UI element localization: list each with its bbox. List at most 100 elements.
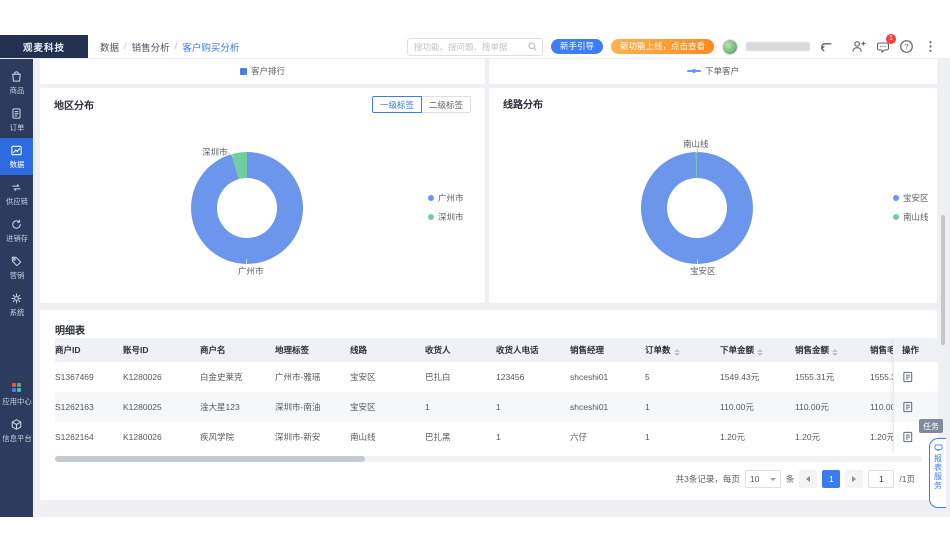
pagination: 共3条记录，每页 10 条 1 1 /1页 (676, 470, 915, 488)
page-total-suffix: /1页 (899, 474, 915, 484)
donut-callout-baoan: 宝安区 (690, 266, 716, 276)
search-input[interactable] (411, 40, 527, 53)
sidebar-item-inventory[interactable]: 进销存 (0, 212, 33, 249)
messages-icon[interactable]: 1 (875, 34, 896, 54)
route-distribution-card: 线路分布 南山线 宝安区 宝安区 南山线 (489, 88, 937, 303)
route-legend: 宝安区 南山线 (893, 192, 929, 223)
sidebar-item-label: 数据 (9, 159, 24, 169)
chevron-right-icon (852, 476, 857, 482)
horizontal-scrollbar-thumb[interactable] (55, 456, 365, 462)
table-row: S1367469 K1280026 白金史莱克 广州市-雅瑶 宝安区 巴扎白 123456 s… (55, 372, 893, 382)
region-distribution-card: 地区分布 一级标签 二级标签 深圳市 广州市 广州市 深圳市 (40, 88, 485, 303)
detail-table: 商户ID 账号ID 商户名 地理标签 线路 收货人 收货人电话 销售经理 订单数… (55, 338, 893, 452)
switch-account-icon[interactable] (818, 39, 833, 54)
legend-ordering-customers[interactable]: 下单客户 (686, 65, 739, 77)
view-detail-button[interactable] (894, 362, 938, 392)
sidebar-item-app-center[interactable]: 应用中心 (0, 375, 33, 412)
sort-icon[interactable] (757, 349, 764, 356)
exchange-arrows-icon (12, 183, 21, 191)
sidebar-item-label: 进销存 (5, 233, 28, 243)
horizontal-scrollbar-track[interactable] (55, 456, 922, 462)
legend-dot-icon (893, 214, 899, 220)
card-title: 线路分布 (503, 100, 543, 111)
app-grid-icon (12, 382, 21, 392)
page-size-unit: 条 (785, 474, 795, 484)
legend-dot-icon (893, 195, 899, 201)
leader-line (697, 147, 698, 153)
table-header-row: 商户ID 账号ID 商户名 地理标签 线路 收货人 收货人电话 销售经理 订单数… (55, 338, 893, 362)
add-user-icon[interactable] (851, 39, 866, 54)
col-order-count[interactable]: 订单数 (645, 338, 720, 362)
sidebar-item-marketing[interactable]: 营销 (0, 249, 33, 286)
breadcrumb-separator: / (124, 41, 127, 52)
sidebar-item-label: 营销 (9, 270, 24, 280)
vertical-scrollbar-thumb[interactable] (941, 215, 945, 345)
header-icons: 1 ? (851, 34, 938, 54)
order-doc-icon (12, 107, 21, 119)
prev-page-button[interactable] (799, 470, 818, 488)
col-merchant-id: 商户ID (55, 338, 123, 362)
view-detail-button[interactable] (894, 392, 938, 422)
service-floating-tab[interactable]: 报表服务 (929, 438, 946, 508)
sidebar: 商品 订单 数据 供应链 进销存 营销 系统 应用中心 (0, 58, 33, 517)
service-tab-label: 报表服务 (933, 454, 943, 490)
legend-line-icon (686, 69, 701, 73)
avatar[interactable] (722, 38, 738, 55)
sidebar-item-orders[interactable]: 订单 (0, 101, 33, 138)
price-tag-icon (11, 256, 22, 266)
col-merchant-name: 商户名 (200, 338, 275, 362)
breadcrumb-item[interactable]: 销售分析 (131, 42, 170, 54)
detail-table-card: 明细表 商户ID 账号ID 商户名 地理标签 线路 收货人 收货人电话 (40, 310, 938, 500)
region-donut-chart[interactable] (191, 152, 303, 264)
task-floating-tab[interactable]: 任务 (919, 419, 943, 433)
table-scroll-area[interactable]: 商户ID 账号ID 商户名 地理标签 线路 收货人 收货人电话 销售经理 订单数… (55, 338, 893, 452)
sidebar-item-supply-chain[interactable]: 供应链 (0, 175, 33, 212)
page-jump-input[interactable]: 1 (868, 470, 895, 488)
top-bar: 观麦科技 数据 / 销售分析 / 客户购买分析 新手引导 新功能上线，点击查看 … (0, 34, 950, 59)
search-icon (528, 42, 537, 51)
col-order-amount[interactable]: 下单金额 (720, 338, 795, 362)
table-row: S1262163 K1280025 淦大星123 深圳市-南油 宝安区 1 1 shceshi… (55, 392, 893, 422)
legend-dot-icon (428, 214, 434, 220)
global-search[interactable] (406, 37, 543, 56)
col-consignee-phone: 收货人电话 (496, 338, 570, 362)
table-title: 明细表 (55, 326, 85, 337)
legend-item[interactable]: 南山线 (893, 211, 929, 223)
col-geo-label: 地理标签 (275, 338, 350, 362)
breadcrumb-current: 客户购买分析 (182, 42, 240, 54)
tab-level-2[interactable]: 二级标签 (421, 96, 471, 113)
chevron-down-icon (769, 477, 776, 481)
page-size-select[interactable]: 10 (744, 470, 781, 488)
more-menu-icon[interactable] (923, 39, 938, 54)
legend-item[interactable]: 广州市 (428, 192, 464, 204)
route-donut-chart[interactable] (641, 152, 753, 264)
sort-icon[interactable] (832, 349, 839, 356)
svg-text:?: ? (904, 42, 908, 51)
shopping-bag-icon (12, 70, 21, 82)
sidebar-item-info-platform[interactable]: 信息平台 (0, 412, 33, 449)
legend-customer-ranking[interactable]: 客户排行 (239, 65, 285, 77)
help-icon[interactable]: ? (899, 39, 914, 54)
sidebar-item-data[interactable]: 数据 (0, 138, 33, 175)
view-detail-button[interactable] (894, 422, 938, 452)
sidebar-item-goods[interactable]: 商品 (0, 64, 33, 101)
breadcrumb-item[interactable]: 数据 (100, 42, 120, 54)
sidebar-item-label: 系统 (9, 307, 24, 317)
leader-line (697, 259, 698, 264)
sidebar-item-system[interactable]: 系统 (0, 286, 33, 323)
sort-icon[interactable] (673, 349, 680, 356)
sidebar-item-label: 应用中心 (1, 396, 32, 406)
col-consignee: 收货人 (425, 338, 496, 362)
col-sales-amount[interactable]: 销售金额 (795, 338, 870, 362)
card-title: 地区分布 (54, 101, 94, 112)
legend-item[interactable]: 深圳市 (428, 211, 464, 223)
detail-doc-icon (903, 431, 913, 443)
col-gross-profit[interactable]: 销售毛利 (870, 338, 893, 362)
new-feature-button[interactable]: 新功能上线，点击查看 (610, 39, 714, 54)
legend-item[interactable]: 宝安区 (893, 192, 929, 204)
tab-level-1[interactable]: 一级标签 (371, 96, 422, 113)
current-page-button[interactable]: 1 (822, 470, 841, 488)
next-page-button[interactable] (845, 470, 864, 488)
newbie-guide-button[interactable]: 新手引导 (550, 39, 603, 54)
